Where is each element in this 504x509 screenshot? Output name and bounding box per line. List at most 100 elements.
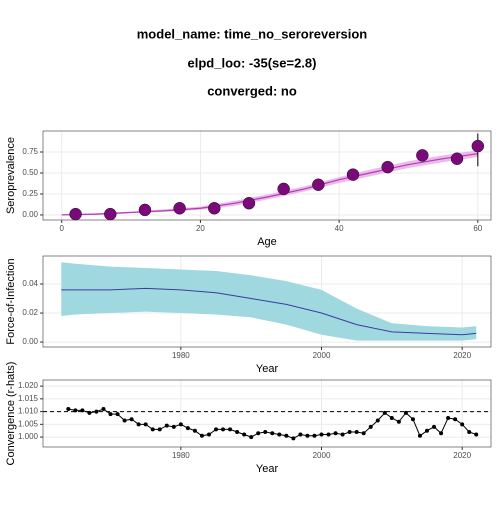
data-point	[208, 202, 221, 215]
rhat-point	[417, 433, 422, 438]
title-line: model_name: time_no_seroreversion	[137, 26, 368, 41]
panel-border	[42, 255, 492, 348]
rhat-point	[115, 412, 120, 417]
rhat-point	[256, 431, 261, 436]
rhat-point	[403, 410, 408, 415]
data-point	[277, 182, 290, 196]
x-axis-title: Age	[257, 236, 277, 248]
x-tick-label: 2000	[313, 451, 331, 460]
x-axis-title: Year	[256, 463, 279, 475]
x-tick-label: 20	[196, 224, 205, 233]
rhat-point	[249, 435, 254, 440]
y-tick-label: 0.00	[22, 210, 38, 219]
rhat-point	[206, 432, 211, 437]
rhat-point	[192, 428, 197, 433]
foi-line	[61, 287, 477, 336]
rhat-point	[185, 426, 190, 431]
x-tick-label: 2020	[453, 351, 471, 360]
y-tick-label: 1.015	[18, 394, 39, 403]
x-tick-label: 2020	[453, 451, 471, 460]
rhat-point	[171, 424, 176, 429]
rhat-point	[150, 427, 155, 432]
rhat-point	[108, 412, 113, 417]
rhat-point	[326, 432, 331, 437]
rhat-point	[136, 422, 141, 427]
rhat-point	[432, 424, 437, 429]
y-tick-label: 0.04	[22, 279, 38, 288]
rhat-point	[157, 427, 162, 432]
x-axis-title: Year	[256, 363, 279, 375]
rhat-point	[73, 408, 78, 413]
data-point	[104, 207, 117, 221]
title-line: converged: no	[207, 83, 297, 98]
x-tick-label: 60	[473, 224, 482, 233]
plot-background	[43, 131, 491, 220]
rhat-point	[368, 424, 373, 429]
rhat-point	[382, 410, 387, 415]
rhat-point	[221, 427, 226, 432]
fit-line	[61, 153, 478, 216]
rhat-point	[333, 431, 338, 436]
y-tick-label: 1.005	[18, 419, 39, 428]
rhat-point	[129, 417, 134, 422]
x-tick-label: 2000	[313, 351, 331, 360]
x-tick-label: 1980	[172, 451, 190, 460]
rhat-point	[235, 429, 240, 434]
rhat-point	[80, 408, 85, 413]
y-axis-title: Seroprevalence	[5, 137, 17, 214]
rhat-point	[66, 407, 71, 412]
rhat-point	[446, 415, 451, 420]
data-point	[138, 203, 152, 217]
x-tick-label: 1980	[172, 351, 190, 360]
x-tick-label: 40	[335, 224, 344, 233]
y-axis-title: Force-of-Infection	[5, 258, 17, 344]
data-point	[173, 202, 186, 215]
rhat-point	[270, 431, 275, 436]
fit-band	[61, 150, 478, 215]
y-tick-label: 1.000	[18, 432, 39, 441]
data-point	[450, 152, 464, 165]
rhat-point	[389, 415, 394, 420]
panel-border	[42, 130, 492, 221]
title-line: elpd_loo: -35(se=2.8)	[188, 55, 317, 70]
rhat-point	[305, 433, 310, 438]
rhat-point	[122, 418, 127, 423]
rhat-point	[94, 409, 99, 414]
rhat-point	[242, 432, 247, 437]
y-tick-label: 1.010	[18, 407, 39, 416]
rhat-point	[460, 422, 465, 427]
rhat-point	[284, 433, 289, 438]
rhat-point	[354, 429, 359, 434]
y-tick-label: 0.75	[22, 147, 38, 156]
rhat-point	[340, 432, 345, 437]
rhat-point	[214, 427, 219, 432]
data-point	[242, 197, 256, 210]
rhat-point	[298, 432, 303, 437]
y-tick-label: 0.02	[22, 308, 38, 317]
x-tick-label: 0	[59, 224, 64, 233]
data-point	[381, 160, 394, 174]
rhat-point	[347, 429, 352, 434]
rhat-point	[164, 423, 169, 428]
rhat-point	[410, 417, 415, 422]
rhat-point	[263, 429, 268, 434]
y-tick-label: 1.020	[18, 381, 39, 390]
rhat-point	[319, 432, 324, 437]
rhat-point	[375, 418, 380, 423]
rhat-point	[277, 432, 282, 437]
rhat-point	[228, 427, 233, 432]
rhat-point	[467, 429, 472, 434]
rhat-point	[101, 407, 106, 412]
rhat-point	[425, 428, 429, 433]
rhat-point	[312, 433, 317, 438]
rhat-point	[291, 436, 296, 441]
rhat-point	[178, 422, 183, 427]
rhat-point	[143, 422, 148, 427]
rhat-point	[439, 431, 444, 436]
y-tick-label: 0.50	[22, 168, 38, 177]
rhat-point	[474, 432, 479, 437]
data-point	[69, 207, 82, 221]
y-tick-label: 0.25	[22, 189, 38, 198]
data-point	[346, 168, 360, 181]
